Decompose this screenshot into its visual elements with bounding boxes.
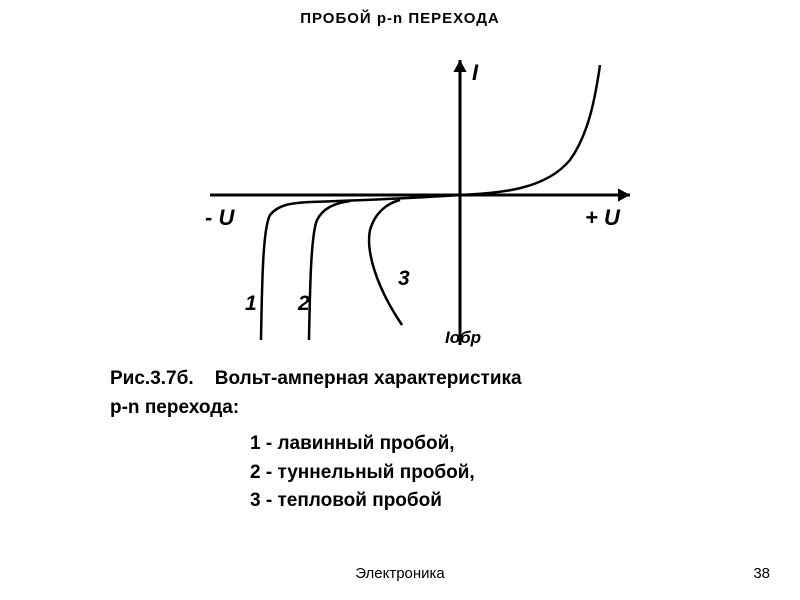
footer-center-text: Электроника (0, 565, 800, 582)
caption-line2: p-n перехода: (110, 397, 239, 418)
curve-label-1: 1 (245, 292, 257, 315)
legend-item-2: 2 - туннельный пробой, (250, 459, 475, 488)
legend-block: 1 - лавинный пробой, 2 - туннельный проб… (250, 430, 475, 516)
page-number: 38 (753, 565, 770, 582)
legend-item-3: 3 - тепловой пробой (250, 487, 475, 516)
caption-text: Вольт-амперная характеристика (215, 368, 522, 389)
axis-label-minusU: - U (205, 205, 235, 230)
iv-chart: 1 2 3 I + U - U Iобр (150, 40, 650, 350)
page-title: ПРОБОЙ p-n ПЕРЕХОДА (0, 10, 800, 27)
iv-chart-svg: 1 2 3 I + U - U Iобр (150, 40, 650, 350)
curve-label-3: 3 (398, 267, 410, 290)
axis-label-plusU: + U (585, 205, 621, 230)
caption-prefix: Рис.3.7б. (110, 368, 194, 389)
curve-label-2: 2 (297, 292, 310, 315)
legend-item-1: 1 - лавинный пробой, (250, 430, 475, 459)
page-root: ПРОБОЙ p-n ПЕРЕХОДА 1 2 3 I + U - U Iобр Рис.3… (0, 0, 800, 600)
figure-caption: Рис.3.7б. Вольт-амперная характеристика … (110, 365, 690, 422)
axis-label-Iobr: Iобр (445, 328, 481, 347)
axis-label-I: I (472, 60, 479, 85)
